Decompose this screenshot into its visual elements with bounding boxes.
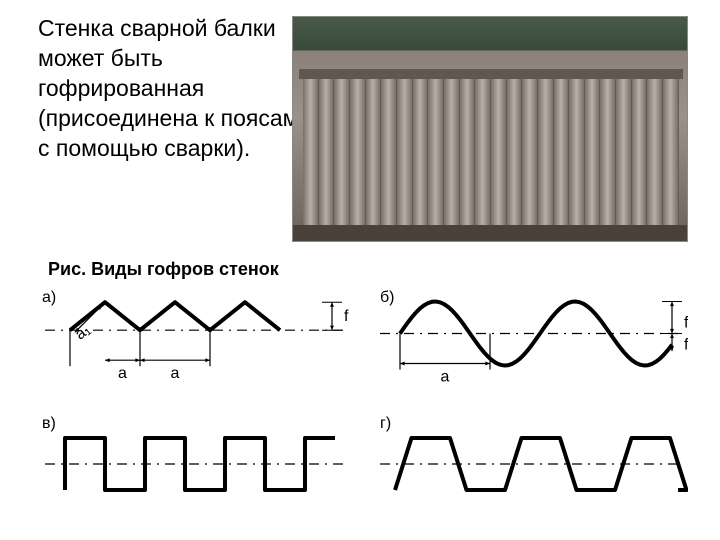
svg-text:в): в) [42, 415, 56, 432]
svg-text:а): а) [42, 289, 56, 306]
main-text: Стенка сварной балки может быть гофриров… [38, 14, 299, 163]
text-line-4: (присоединена к поясам [38, 104, 299, 134]
floor [293, 225, 687, 241]
beam-body [303, 77, 679, 227]
diagrams: aaa₁fа)affб)в)г) [40, 284, 688, 524]
svg-text:f: f [344, 308, 349, 325]
caption-text: Рис. Виды гофров стенок [48, 259, 279, 279]
diagrams-svg: aaa₁fа)affб)в)г) [40, 284, 688, 524]
svg-text:f: f [684, 315, 688, 332]
svg-text:б): б) [380, 289, 395, 306]
beam-photo [292, 16, 688, 242]
figure-caption: Рис. Виды гофров стенок [48, 258, 279, 281]
text-line-1: Стенка сварной балки [38, 14, 299, 44]
beam-top-flange [299, 69, 683, 79]
text-line-2: может быть [38, 44, 299, 74]
svg-text:f: f [684, 337, 688, 354]
svg-text:г): г) [380, 415, 391, 432]
text-line-5: с помощью сварки). [38, 134, 299, 164]
beam-corrugations [303, 77, 679, 227]
text-line-3: гофрированная [38, 74, 299, 104]
svg-text:a: a [441, 369, 450, 386]
svg-text:a: a [171, 365, 180, 382]
svg-text:a: a [118, 365, 127, 382]
